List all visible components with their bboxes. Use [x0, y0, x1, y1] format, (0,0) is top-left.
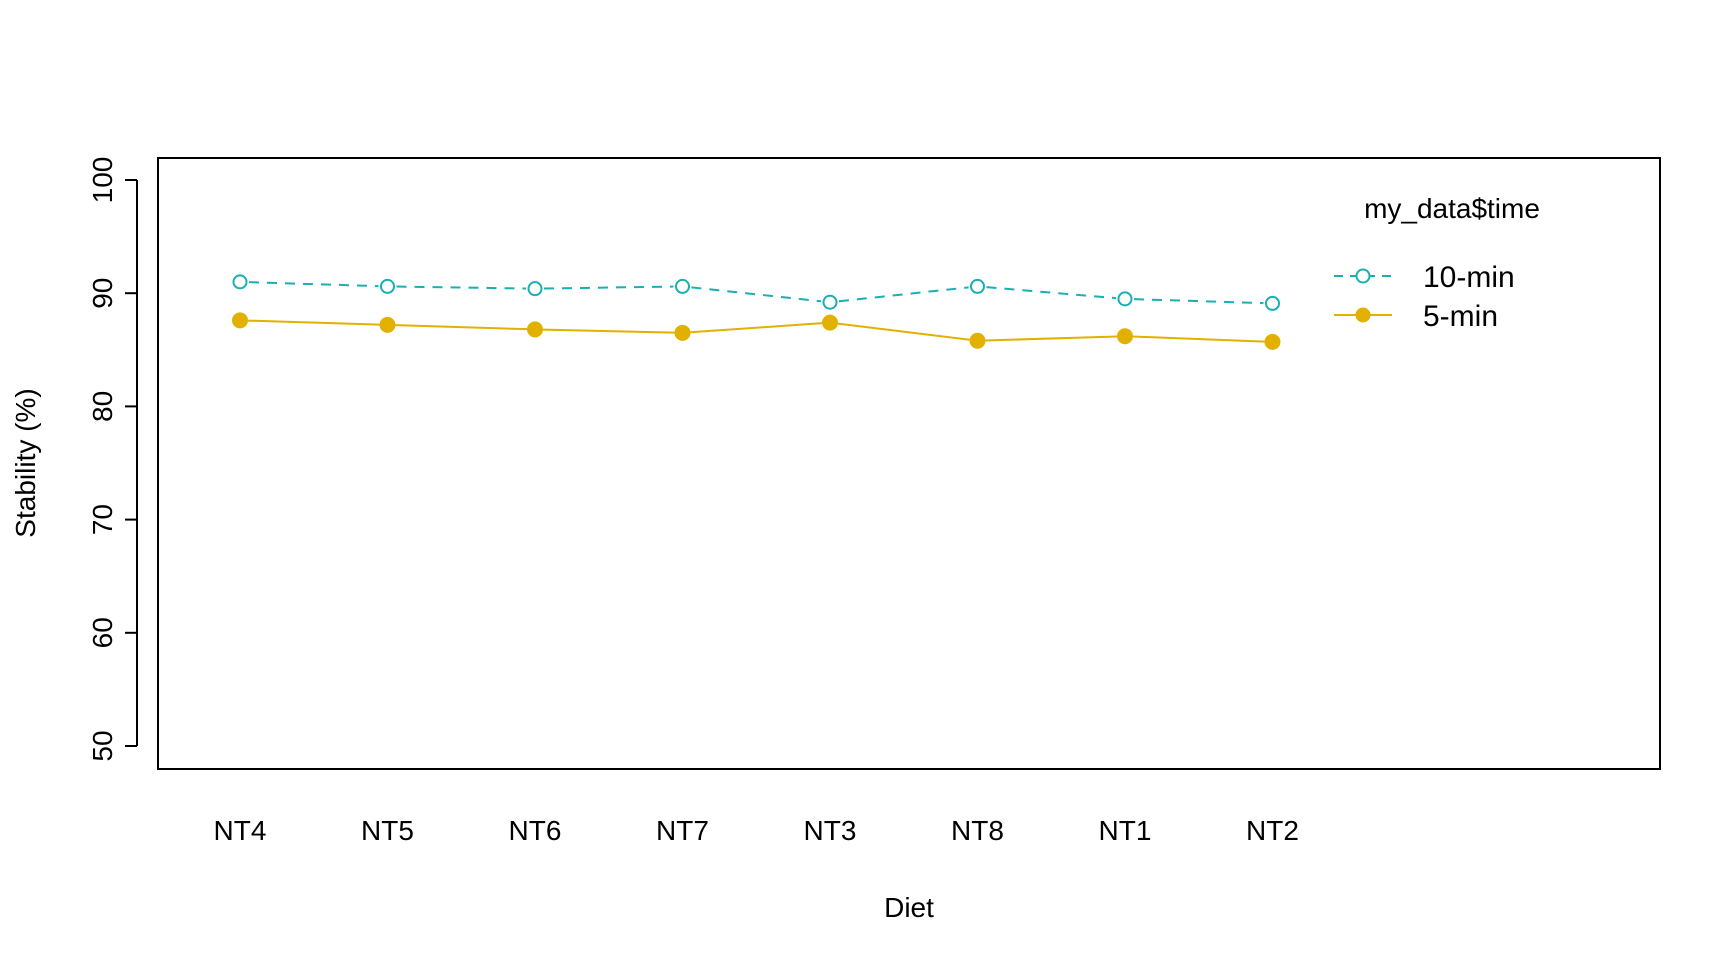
- y-tick-label: 100: [87, 157, 118, 204]
- plot-frame: [157, 157, 1661, 770]
- y-tick-label: 70: [87, 504, 118, 535]
- series-layer: [232, 274, 1281, 350]
- data-point: [232, 312, 248, 329]
- data-point: [380, 278, 395, 294]
- data-point: [232, 274, 248, 290]
- series-line-segment: [691, 286, 822, 303]
- data-point: [970, 278, 985, 294]
- series-line-segment: [248, 281, 379, 288]
- y-axis-title: Stability (%): [10, 388, 41, 537]
- y-tick-label: 50: [87, 730, 118, 761]
- y-axis: 50 60 70 80 90 100: [87, 157, 138, 762]
- data-point: [527, 281, 543, 297]
- x-tick-label: NT8: [951, 815, 1004, 846]
- data-point: [1264, 333, 1281, 350]
- x-tick-label: NT7: [656, 815, 709, 846]
- legend-label: 10-min: [1423, 261, 1515, 294]
- series-line-segment: [1133, 298, 1264, 305]
- data-point: [379, 316, 396, 333]
- x-tick-label: NT5: [361, 815, 414, 846]
- y-tick-label: 90: [87, 278, 118, 309]
- series-line-segment: [986, 286, 1117, 300]
- x-tick-label: NT3: [804, 815, 857, 846]
- data-point: [675, 278, 690, 294]
- legend: my_data$time 10-min 5-min: [1334, 193, 1540, 333]
- data-point: [969, 332, 986, 349]
- x-tick-label: NT4: [214, 815, 267, 846]
- x-tick-label: NT1: [1099, 815, 1152, 846]
- y-tick-label: 80: [87, 391, 118, 422]
- series-5-min: [232, 312, 1281, 350]
- series-line-segment: [690, 322, 823, 334]
- data-point: [1117, 291, 1133, 307]
- x-axis: NT4 NT5 NT6 NT7 NT3 NT8 NT1 NT2: [214, 815, 1299, 846]
- legend-title: my_data$time: [1364, 193, 1540, 224]
- legend-label: 5-min: [1423, 300, 1498, 333]
- series-line-segment: [837, 322, 970, 341]
- data-point: [822, 314, 838, 331]
- data-point: [674, 324, 691, 341]
- series-line-segment: [395, 324, 528, 331]
- series-line-segment: [247, 319, 380, 326]
- data-point: [1265, 295, 1280, 311]
- series-10-min: [232, 274, 1280, 311]
- x-tick-label: NT6: [509, 815, 562, 846]
- series-line-segment: [1132, 335, 1265, 343]
- x-tick-label: NT2: [1246, 815, 1299, 846]
- legend-swatch-marker: [1355, 307, 1371, 323]
- legend-swatch-marker: [1355, 268, 1371, 284]
- data-point: [527, 321, 543, 338]
- series-line-segment: [543, 285, 674, 290]
- y-tick-label: 60: [87, 617, 118, 648]
- series-line-segment: [838, 286, 969, 303]
- series-line-segment: [542, 328, 675, 334]
- data-point: [822, 294, 838, 310]
- series-line-segment: [985, 335, 1118, 342]
- series-line-segment: [396, 285, 527, 290]
- x-axis-title: Diet: [884, 892, 934, 923]
- data-point: [1117, 328, 1133, 345]
